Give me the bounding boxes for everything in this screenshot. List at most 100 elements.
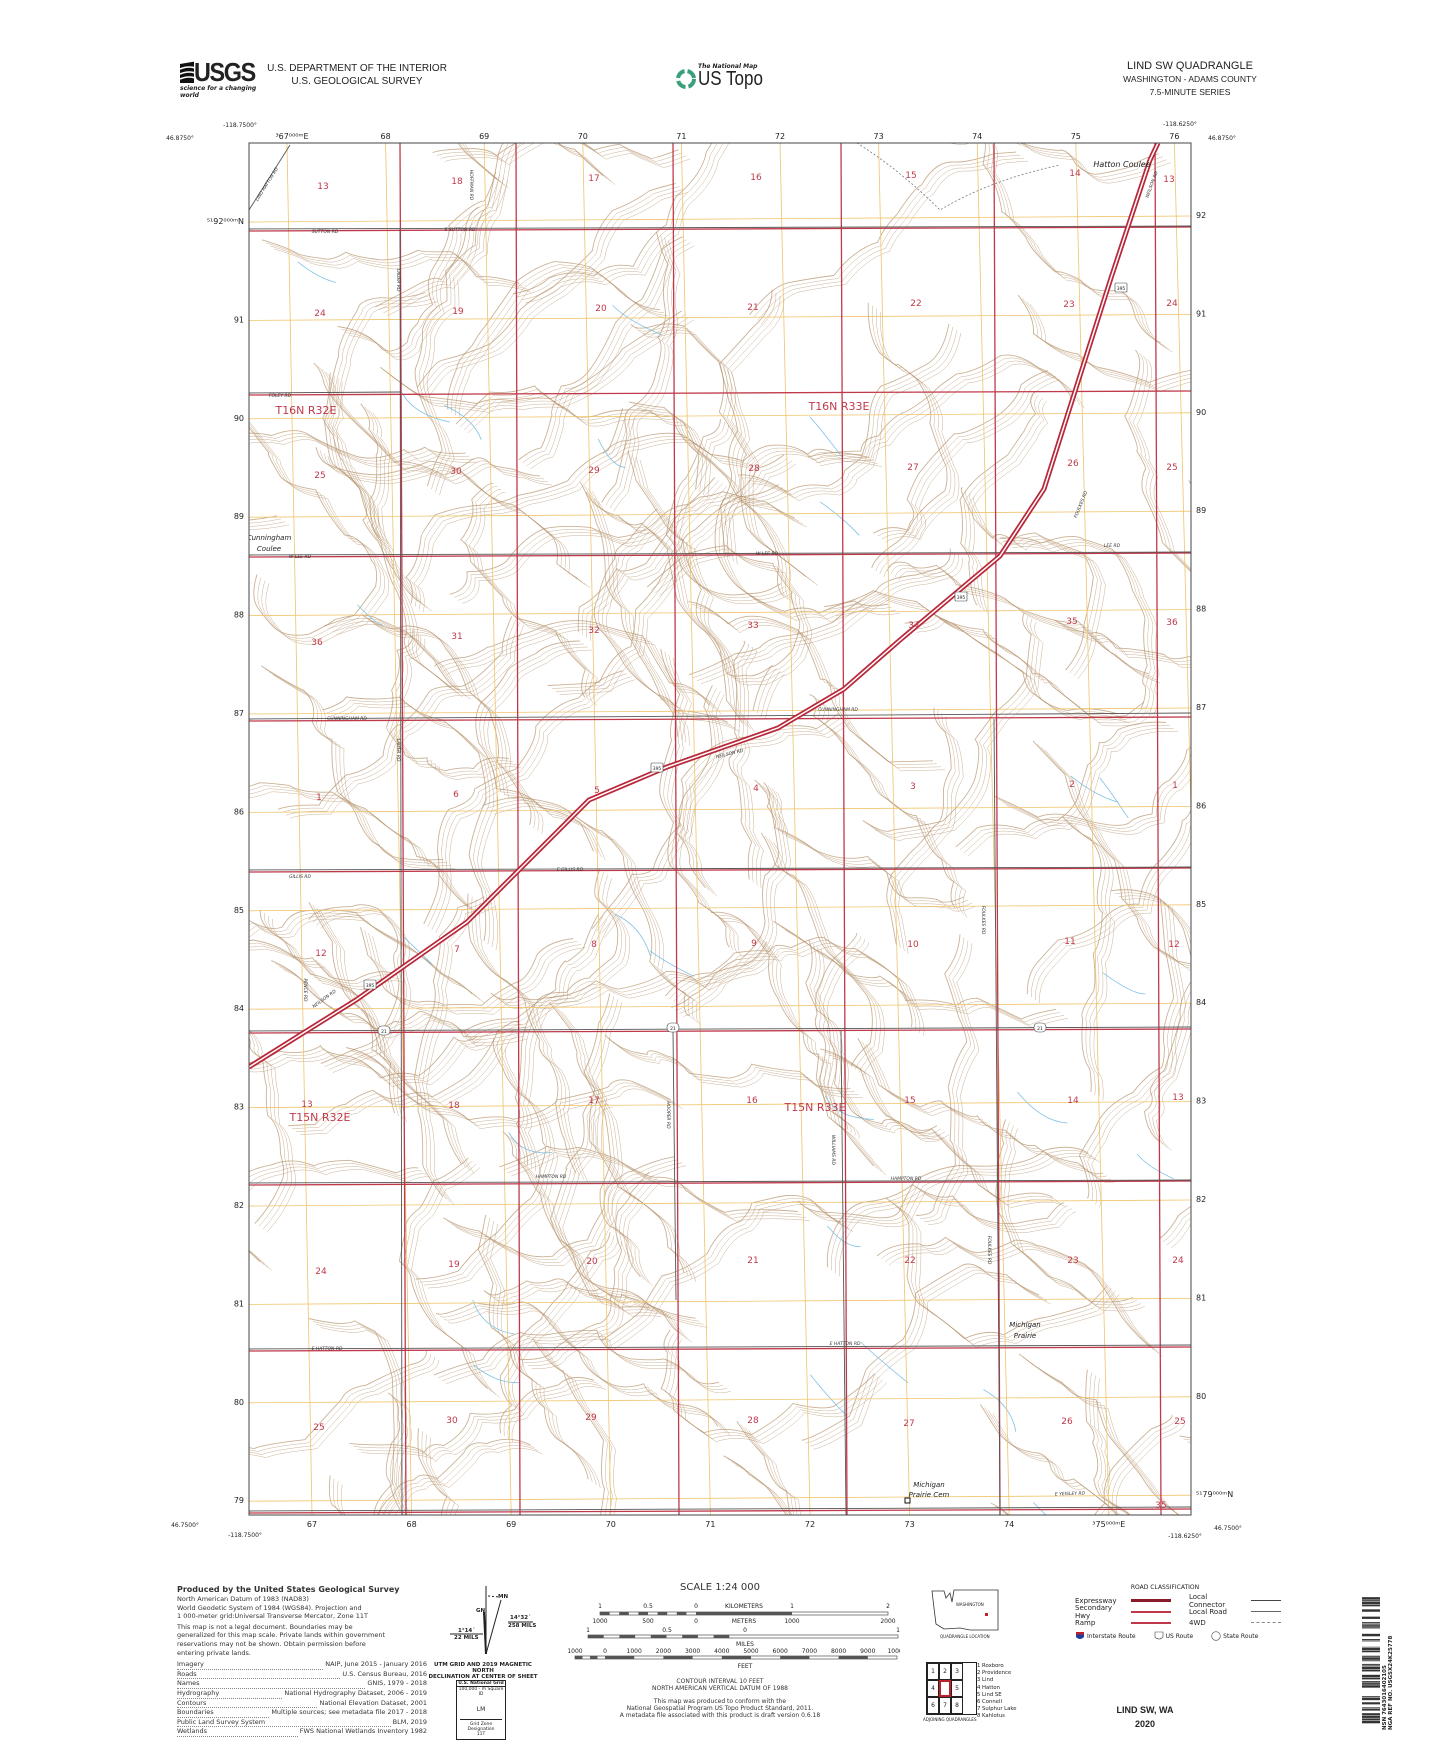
section-line — [840, 143, 848, 1515]
contour-line — [358, 1056, 683, 1130]
contour-line — [1008, 542, 1156, 716]
grid-line-easting — [286, 143, 313, 1515]
contour-line — [664, 1332, 879, 1438]
contour-line — [635, 456, 751, 730]
northing-label: 81 — [234, 1299, 244, 1308]
contour-line — [1026, 301, 1191, 389]
section-number: 16 — [746, 1096, 758, 1106]
scale-segment — [605, 1656, 635, 1659]
section-number: 16 — [750, 173, 762, 183]
contour-line — [688, 722, 851, 897]
contour-line — [1201, 489, 1417, 711]
road — [249, 712, 1191, 720]
contour-line — [839, 1193, 1077, 1277]
contour-line — [532, 1338, 605, 1515]
contour-line — [249, 1249, 273, 1271]
ft-tick: 6000 — [773, 1648, 788, 1655]
scale-segment — [696, 1612, 792, 1615]
easting-label: 67 — [307, 1520, 317, 1529]
contour-line — [994, 746, 1191, 826]
section-number: 24 — [314, 309, 326, 319]
contour-line — [418, 209, 484, 490]
contour-line — [1039, 841, 1191, 1004]
easting-label: 73 — [905, 1520, 915, 1529]
contour-line — [827, 593, 1122, 717]
stream — [824, 1095, 875, 1120]
mi-label: MILES — [736, 1641, 754, 1648]
adjoining-quad-cell: 1 — [927, 1663, 939, 1680]
contour-line — [627, 450, 743, 724]
contour-line — [524, 143, 730, 304]
contour-line — [898, 716, 964, 954]
contour-line — [817, 948, 950, 1140]
section-number: 4 — [753, 784, 759, 794]
easting-label: 69 — [506, 1520, 516, 1529]
ft-tick: 3000 — [685, 1648, 700, 1655]
contour-line — [360, 403, 451, 689]
easting-label: 72 — [805, 1520, 815, 1529]
scale-segment — [650, 1635, 667, 1638]
mi-tick: 0.5 — [662, 1627, 672, 1634]
contour-line — [435, 679, 635, 934]
contour-line — [771, 788, 973, 909]
scale-segment — [619, 1612, 629, 1615]
contour-line — [503, 1149, 802, 1216]
contour-line — [827, 942, 886, 1176]
grid-line-northing — [249, 510, 1191, 518]
section-number: 15 — [904, 1096, 915, 1106]
section-number: 17 — [588, 174, 599, 184]
contour-line — [663, 651, 734, 951]
contour-line — [557, 1008, 693, 1280]
route-shield: 21 — [666, 1022, 680, 1033]
map-background — [249, 143, 1191, 1515]
contour-line — [361, 614, 532, 825]
northing-label: 84 — [1196, 998, 1206, 1007]
section-number: 2 — [1069, 780, 1075, 790]
northing-label: 88 — [1196, 605, 1206, 614]
contour-line — [736, 647, 760, 886]
contour-line — [417, 1428, 448, 1515]
easting-label: 74 — [972, 132, 982, 141]
local-roads — [249, 143, 1191, 1515]
produced-by: Produced by the United States Geological… — [177, 1585, 400, 1594]
stream — [1102, 972, 1146, 995]
place-name: Cunningham — [247, 534, 292, 542]
section-number: 23 — [1063, 300, 1074, 310]
road — [249, 1506, 1191, 1512]
road-label: HOFFMAN RD — [468, 170, 474, 201]
road — [249, 391, 401, 394]
contour-line — [823, 939, 882, 1173]
northing-label: ⁵¹79⁰⁰⁰ᵐN — [1196, 1490, 1233, 1499]
contour-line — [955, 721, 1166, 848]
scale-segment — [600, 1612, 610, 1615]
scale-segment — [663, 1656, 693, 1659]
contour-line — [809, 1269, 1048, 1447]
km-tick: 2 — [886, 1603, 890, 1610]
section-line — [249, 226, 1191, 232]
contour-line — [757, 157, 1025, 321]
contour-line — [994, 1418, 1177, 1515]
road — [249, 225, 1191, 230]
contour-line — [282, 619, 517, 813]
contour-line — [598, 500, 785, 686]
contour-line — [879, 311, 960, 543]
mi-tick: 1 — [586, 1627, 590, 1634]
section-line — [249, 716, 1191, 722]
contour-line — [249, 782, 469, 908]
contour-line — [479, 902, 589, 1183]
contour-line — [1097, 1378, 1130, 1515]
place-name: Prairie — [1014, 1332, 1036, 1340]
contour-line — [464, 486, 590, 701]
scale-segment — [676, 1612, 687, 1615]
township-range-label: T15N R32E — [288, 1111, 350, 1124]
contour-line — [677, 945, 925, 1036]
section-number: 25 — [1174, 1417, 1185, 1427]
contour-line — [982, 143, 1161, 344]
contour-line — [998, 752, 1191, 829]
contour-line — [249, 942, 396, 984]
grid-line-easting — [483, 143, 512, 1515]
corner-lat: 46.8750° — [166, 135, 194, 142]
contour-line — [527, 1178, 658, 1366]
contour-line — [249, 918, 485, 1004]
